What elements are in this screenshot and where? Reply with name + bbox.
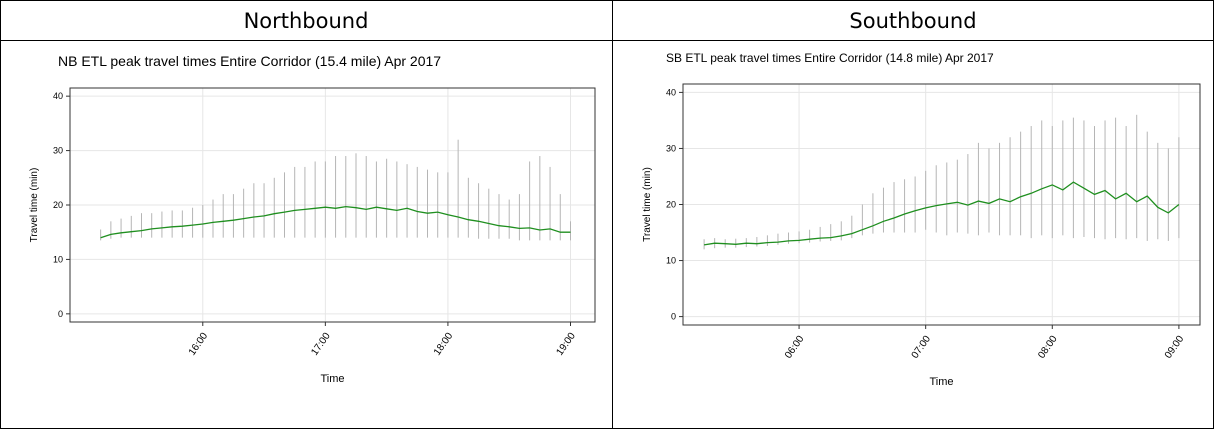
x-tick-label: 07:00 [910, 333, 934, 360]
x-tick-label: 06:00 [783, 333, 807, 360]
y-tick-label: 10 [666, 256, 676, 266]
mean-line [100, 205, 571, 239]
y-tick-label: 30 [53, 146, 63, 156]
y-tick-label: 40 [53, 91, 63, 101]
x-tick-label: 18:00 [432, 330, 456, 357]
mean-line [703, 181, 1180, 246]
plot-border [69, 87, 596, 323]
chart-title: NB ETL peak travel times Entire Corridor… [58, 53, 441, 69]
x-tick-label: 08:00 [1036, 333, 1060, 360]
y-tick-label: 0 [671, 312, 676, 322]
x-axis-label: Time [929, 376, 953, 388]
x-tick-label: 19:00 [554, 330, 578, 357]
y-tick-label: 20 [666, 200, 676, 210]
column-header: Northbound [244, 9, 369, 33]
x-tick-label: 16:00 [187, 330, 211, 357]
y-axis-label: Travel time (min) [642, 167, 653, 242]
y-tick-label: 30 [666, 143, 676, 153]
x-axis-label: Time [320, 373, 344, 385]
plot-border [682, 83, 1201, 326]
x-tick-label: 09:00 [1163, 333, 1187, 360]
y-tick-label: 0 [58, 309, 63, 319]
column-header: Southbound [849, 9, 976, 33]
y-tick-label: 20 [53, 200, 63, 210]
y-axis-label: Travel time (min) [29, 168, 40, 243]
chart-title: SB ETL peak travel times Entire Corridor… [666, 51, 994, 65]
y-tick-label: 10 [53, 254, 63, 264]
x-tick-label: 17:00 [309, 330, 333, 357]
y-tick-label: 40 [666, 87, 676, 97]
